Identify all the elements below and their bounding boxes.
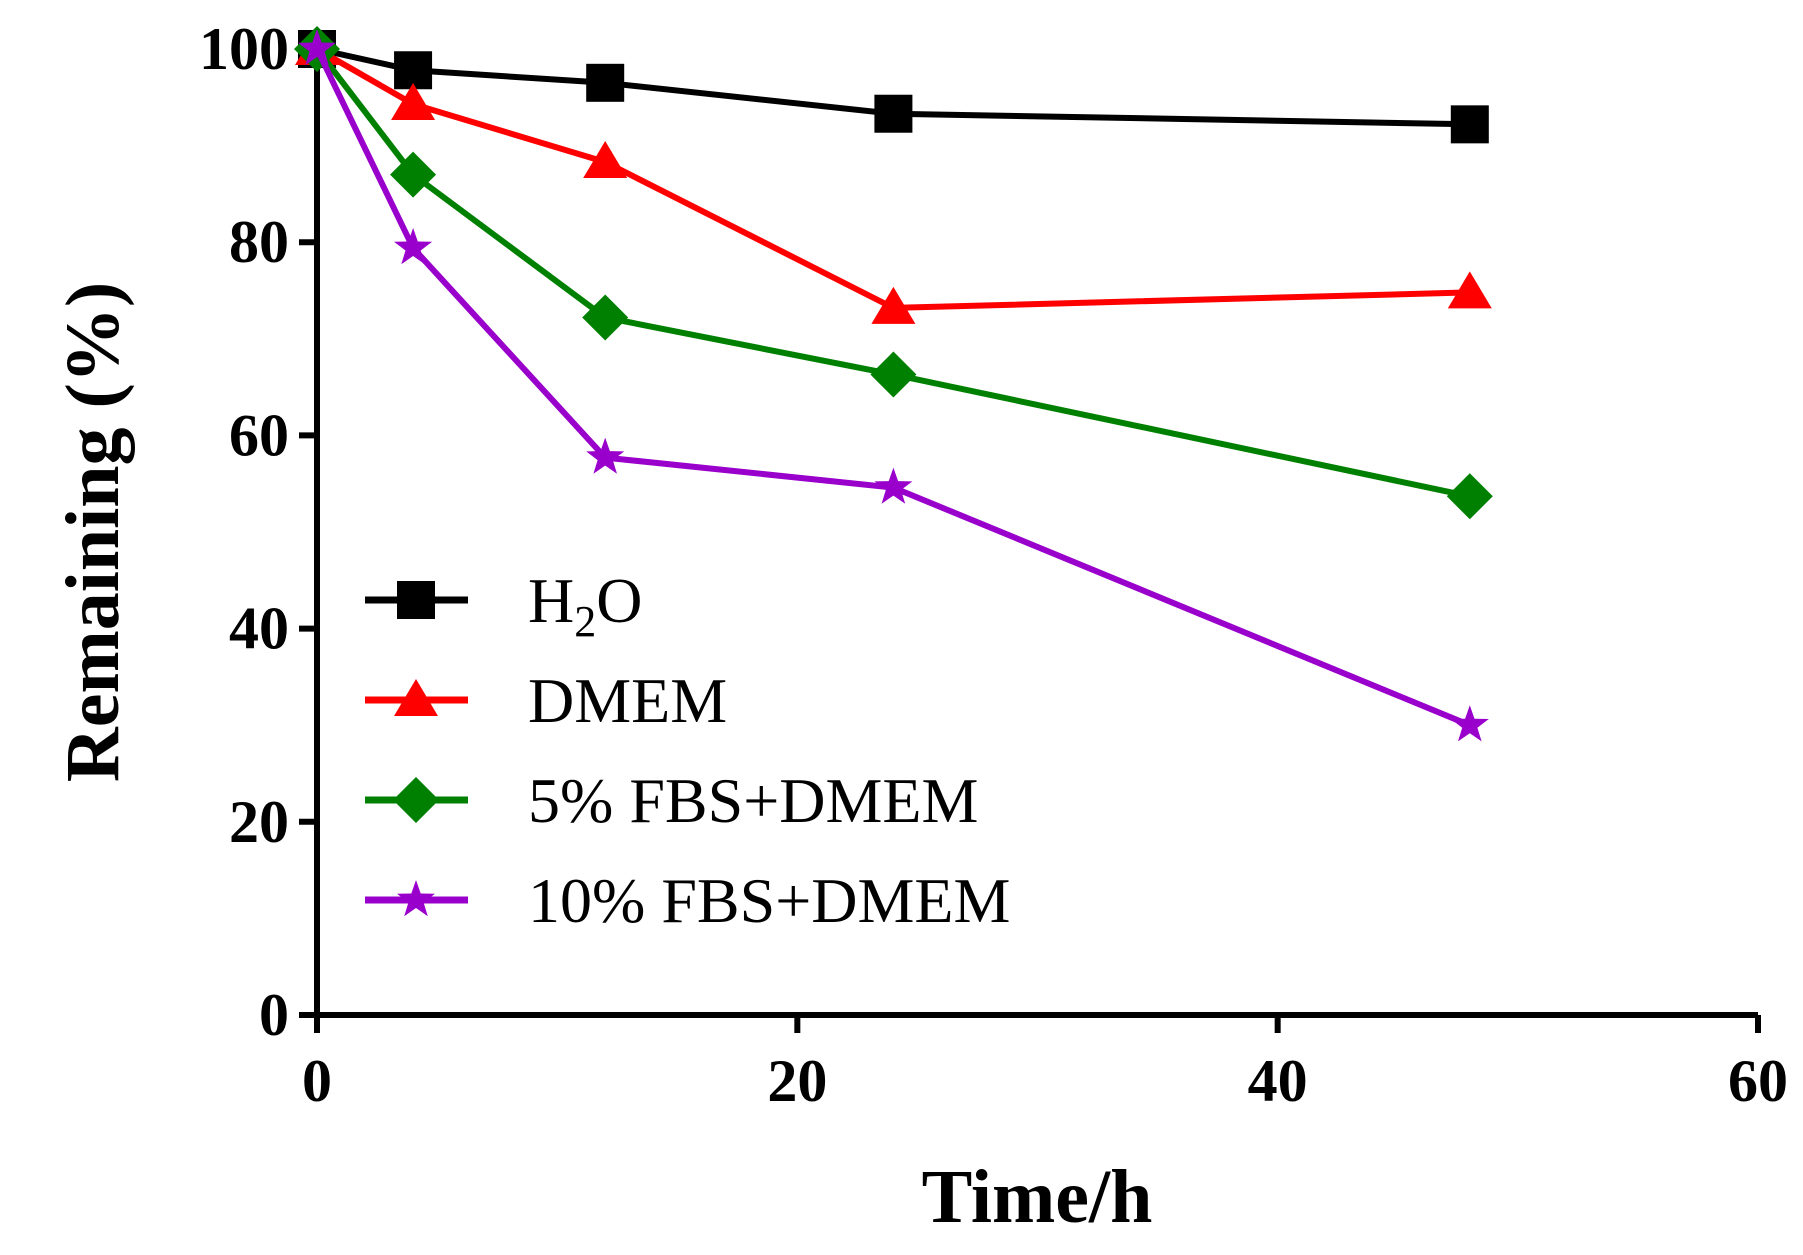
y-tick-label: 40 [229,596,289,662]
data-point [870,351,917,398]
data-point [394,51,433,90]
data-point [586,437,625,474]
data-point [1450,105,1489,144]
legend-item: 10% FBS+DMEM [365,865,1010,936]
legend-item: DMEM [365,665,727,736]
series-10-fbs-dmem [298,29,1489,742]
legend-item: H2O [365,565,642,646]
series-5-fbs-dmem [294,26,1493,520]
y-ticks: 0 20 40 60 80 100 [199,16,317,1048]
data-point [298,29,336,66]
axes [314,49,1758,1018]
y-tick-label: 0 [259,982,289,1048]
legend-marker [397,880,435,917]
data-point [1450,705,1489,742]
legend-marker [397,581,435,619]
data-point [583,141,628,179]
y-tick-label: 80 [229,209,289,275]
data-point [582,294,629,341]
data-point [874,94,913,133]
legend-item: 5% FBS+DMEM [365,765,978,836]
legend-marker [393,777,439,823]
legend-label: H2O [528,565,642,646]
data-point [1447,271,1492,309]
series-line [315,46,1470,311]
y-tick-label: 60 [229,402,289,468]
legend-label-base: H [528,565,574,636]
data-point [1446,473,1493,520]
series-layer [294,26,1493,742]
data-point [391,83,436,121]
legend-marker [394,679,438,716]
x-ticks: 0 20 40 60 [302,1015,1788,1114]
data-point [871,286,916,324]
legend-label: 5% FBS+DMEM [528,765,978,836]
legend-label: DMEM [528,665,727,736]
x-tick-label: 60 [1728,1048,1788,1114]
y-tick-label: 100 [199,16,289,82]
data-point [586,63,625,102]
legend-label: 10% FBS+DMEM [528,865,1010,936]
x-tick-label: 20 [767,1048,827,1114]
x-tick-label: 0 [302,1048,332,1114]
y-tick-label: 20 [229,789,289,855]
data-point [394,228,433,265]
x-axis-title: Time/h [922,1155,1153,1239]
legend-label-subscript: 2 [574,597,596,646]
data-point [390,151,437,198]
legend-label-rest: O [596,565,642,636]
legend: H2O DMEM 5% FBS+DMEM 10% FBS+DMEM [365,565,1010,936]
y-axis-title: Remaining (%) [51,282,135,782]
x-tick-label: 40 [1248,1048,1308,1114]
data-point [874,467,913,504]
